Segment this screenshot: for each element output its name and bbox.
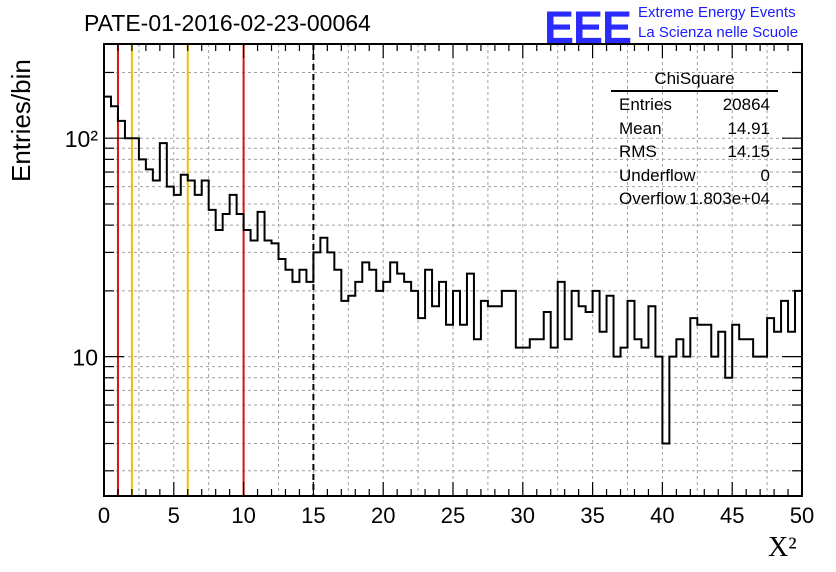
stats-label: Entries <box>619 95 672 114</box>
x-tick-label: 20 <box>371 503 395 528</box>
y-tick-label: 10 <box>72 345 98 371</box>
stats-title: ChiSquare <box>611 69 778 92</box>
x-tick-label: 25 <box>441 503 465 528</box>
stats-value: 0 <box>760 165 770 185</box>
grid-lines <box>104 44 802 496</box>
stats-row-overflow: Overflow 1.803e+04 <box>611 187 778 211</box>
stats-label: Mean <box>619 118 662 138</box>
x-tick-label: 50 <box>790 503 814 528</box>
x-tick-label: 45 <box>720 503 744 528</box>
x-tick-label: 30 <box>511 503 535 528</box>
stats-row-mean: Mean 14.91 <box>611 117 778 141</box>
x-tick-label: 35 <box>580 503 604 528</box>
stats-row-rms: RMS 14.15 <box>611 140 778 164</box>
x-tick-label: 0 <box>98 503 110 528</box>
y-tick-label: 10² <box>65 126 99 152</box>
x-axis-label: X² <box>768 532 797 564</box>
x-tick-label: 5 <box>168 503 180 528</box>
x-tick-label: 10 <box>231 503 255 528</box>
logo-line-1: Extreme Energy Events <box>638 4 796 21</box>
stats-value: 1.803e+04 <box>689 189 770 209</box>
y-tick-labels: 10 10² <box>65 126 99 370</box>
x-tick-labels: 0 5 10 15 20 25 30 35 40 45 50 <box>98 503 814 528</box>
stats-value: 20864 <box>722 95 770 114</box>
stats-label: RMS <box>619 142 657 162</box>
stats-row-entries: Entries 20864 <box>611 93 778 117</box>
eee-logo-mark: EEE <box>544 2 632 53</box>
x-tick-label: 15 <box>301 503 325 528</box>
marker-lines <box>116 44 315 496</box>
stats-box: ChiSquare Entries 20864 Mean 14.91 RMS 1… <box>611 69 778 211</box>
chart-title: PATE-01-2016-02-23-00064 <box>84 10 371 36</box>
stats-label: Overflow <box>619 189 687 209</box>
y-axis-label: Entries/bin <box>6 59 36 182</box>
stats-value: 14.91 <box>727 118 770 138</box>
logo-line-2: La Scienza nelle Scuole <box>638 24 799 41</box>
x-tick-label: 40 <box>650 503 674 528</box>
x-axis-label-text: X² <box>768 532 797 563</box>
stats-value: 14.15 <box>727 142 770 162</box>
axis-ticks <box>103 44 803 496</box>
stats-label: Underflow <box>619 165 696 185</box>
stats-row-underflow: Underflow 0 <box>611 164 778 188</box>
histogram-series <box>104 95 802 445</box>
